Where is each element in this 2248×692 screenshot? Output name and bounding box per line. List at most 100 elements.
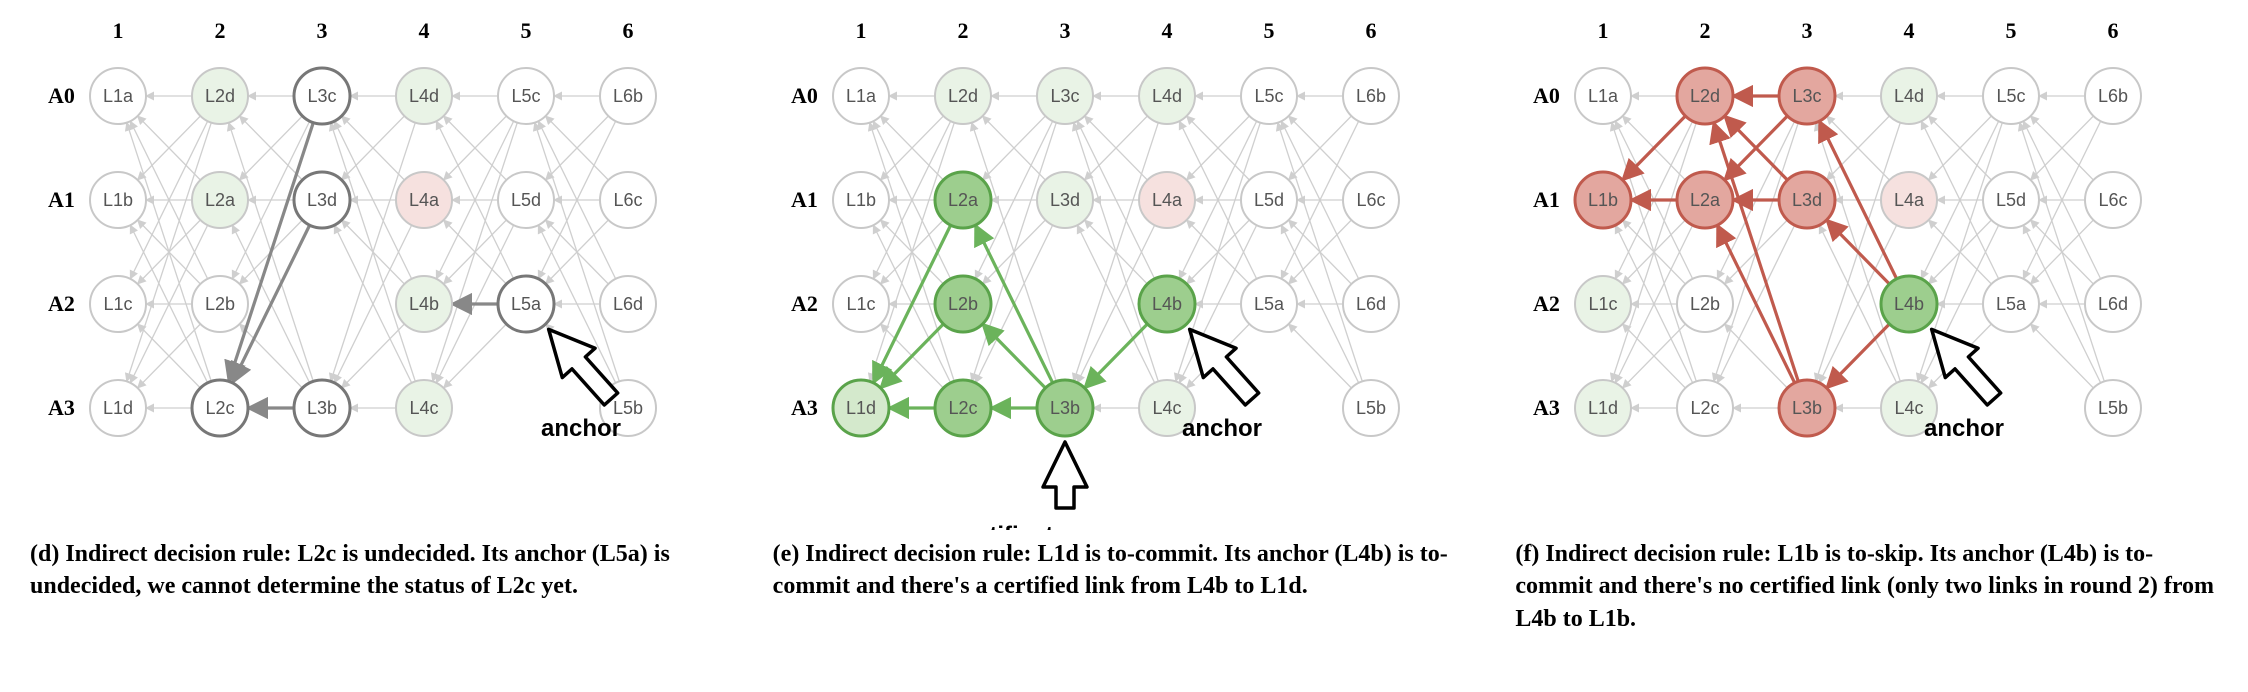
svg-text:5: 5 xyxy=(1263,18,1274,43)
svg-text:L2a: L2a xyxy=(1690,190,1721,210)
svg-text:L2d: L2d xyxy=(205,86,235,106)
svg-text:2: 2 xyxy=(215,18,226,43)
svg-text:L3b: L3b xyxy=(1050,398,1080,418)
svg-text:1: 1 xyxy=(855,18,866,43)
svg-text:L2a: L2a xyxy=(205,190,236,210)
svg-text:A3: A3 xyxy=(48,395,75,420)
svg-text:L4d: L4d xyxy=(409,86,439,106)
svg-text:L6c: L6c xyxy=(2099,190,2128,210)
svg-text:L1d: L1d xyxy=(103,398,133,418)
svg-text:L5c: L5c xyxy=(511,86,540,106)
svg-text:A2: A2 xyxy=(48,291,75,316)
svg-text:certificate: certificate xyxy=(953,522,1066,530)
svg-text:L3c: L3c xyxy=(1793,86,1822,106)
svg-text:L3d: L3d xyxy=(1050,190,1080,210)
svg-text:L5c: L5c xyxy=(1997,86,2026,106)
svg-text:2: 2 xyxy=(1700,18,1711,43)
svg-text:L1b: L1b xyxy=(103,190,133,210)
svg-text:L6d: L6d xyxy=(613,294,643,314)
svg-text:L4a: L4a xyxy=(1894,190,1925,210)
svg-text:5: 5 xyxy=(521,18,532,43)
svg-text:3: 3 xyxy=(1802,18,1813,43)
svg-text:L6b: L6b xyxy=(613,86,643,106)
panel: 123456A0A1A2A3L1aL2dL3cL4dL5cL6bL1bL2aL3… xyxy=(1515,10,2218,682)
panel: 123456A0A1A2A3L1aL2dL3cL4dL5cL6bL1bL2aL3… xyxy=(773,10,1476,682)
svg-text:L2c: L2c xyxy=(1691,398,1720,418)
svg-text:anchor: anchor xyxy=(541,415,621,442)
svg-text:A3: A3 xyxy=(791,395,818,420)
svg-text:A0: A0 xyxy=(1533,83,1560,108)
svg-text:L6b: L6b xyxy=(1356,86,1386,106)
svg-text:6: 6 xyxy=(1365,18,1376,43)
svg-text:L1a: L1a xyxy=(1588,86,1619,106)
svg-text:1: 1 xyxy=(113,18,124,43)
svg-text:L1a: L1a xyxy=(103,86,134,106)
svg-text:3: 3 xyxy=(1059,18,1070,43)
svg-text:L5c: L5c xyxy=(1254,86,1283,106)
svg-text:L2d: L2d xyxy=(1690,86,1720,106)
panel: 1 2 3 4 5 6 A0 A1 A2 A3 L1a L2d L3c L4d L5c L6b L1b L2a L3… xyxy=(30,10,733,682)
svg-text:L4c: L4c xyxy=(1895,398,1924,418)
svg-text:L6d: L6d xyxy=(1356,294,1386,314)
svg-text:L4c: L4c xyxy=(1152,398,1181,418)
svg-text:L3d: L3d xyxy=(1792,190,1822,210)
svg-text:anchor: anchor xyxy=(1182,415,1262,442)
caption: (d) Indirect decision rule: L2c is undec… xyxy=(30,538,733,603)
svg-text:A1: A1 xyxy=(1533,187,1560,212)
svg-text:2: 2 xyxy=(957,18,968,43)
svg-text:4: 4 xyxy=(419,18,430,43)
svg-text:L6b: L6b xyxy=(2098,86,2128,106)
svg-text:L5a: L5a xyxy=(1254,294,1285,314)
svg-text:L4a: L4a xyxy=(409,190,440,210)
svg-text:L5a: L5a xyxy=(1996,294,2027,314)
svg-text:L5b: L5b xyxy=(1356,398,1386,418)
svg-text:L5d: L5d xyxy=(1996,190,2026,210)
caption: (f) Indirect decision rule: L1b is to-sk… xyxy=(1515,538,2218,635)
svg-text:A0: A0 xyxy=(48,83,75,108)
svg-text:L1c: L1c xyxy=(103,294,132,314)
svg-text:L4a: L4a xyxy=(1152,190,1183,210)
svg-text:L1c: L1c xyxy=(846,294,875,314)
svg-text:4: 4 xyxy=(1904,18,1915,43)
svg-text:L1c: L1c xyxy=(1589,294,1618,314)
svg-text:L4b: L4b xyxy=(409,294,439,314)
svg-text:L2c: L2c xyxy=(205,398,234,418)
svg-text:L4b: L4b xyxy=(1894,294,1924,314)
svg-text:4: 4 xyxy=(1161,18,1172,43)
svg-text:L1d: L1d xyxy=(1588,398,1618,418)
svg-text:L3b: L3b xyxy=(307,398,337,418)
svg-text:A1: A1 xyxy=(791,187,818,212)
svg-text:L3b: L3b xyxy=(1792,398,1822,418)
svg-text:L4b: L4b xyxy=(1152,294,1182,314)
svg-text:L2b: L2b xyxy=(948,294,978,314)
svg-text:L6c: L6c xyxy=(1356,190,1385,210)
svg-text:A0: A0 xyxy=(791,83,818,108)
svg-text:L5d: L5d xyxy=(511,190,541,210)
svg-text:A2: A2 xyxy=(791,291,818,316)
svg-text:L2d: L2d xyxy=(948,86,978,106)
caption: (e) Indirect decision rule: L1d is to-co… xyxy=(773,538,1476,603)
svg-text:L2c: L2c xyxy=(948,398,977,418)
svg-text:L1b: L1b xyxy=(1588,190,1618,210)
svg-text:L3d: L3d xyxy=(307,190,337,210)
svg-text:5: 5 xyxy=(2006,18,2017,43)
svg-text:L1a: L1a xyxy=(846,86,877,106)
svg-text:anchor: anchor xyxy=(1924,415,2004,442)
svg-text:L4c: L4c xyxy=(409,398,438,418)
svg-text:L5b: L5b xyxy=(2098,398,2128,418)
svg-text:6: 6 xyxy=(623,18,634,43)
svg-text:L5d: L5d xyxy=(1254,190,1284,210)
svg-text:L4d: L4d xyxy=(1894,86,1924,106)
svg-text:L1b: L1b xyxy=(846,190,876,210)
svg-text:L2b: L2b xyxy=(205,294,235,314)
svg-text:L3c: L3c xyxy=(307,86,336,106)
svg-text:L6c: L6c xyxy=(613,190,642,210)
svg-text:L1d: L1d xyxy=(846,398,876,418)
svg-text:3: 3 xyxy=(317,18,328,43)
svg-text:L2b: L2b xyxy=(1690,294,1720,314)
svg-text:L2a: L2a xyxy=(948,190,979,210)
svg-text:L4d: L4d xyxy=(1152,86,1182,106)
svg-text:A3: A3 xyxy=(1533,395,1560,420)
svg-text:A1: A1 xyxy=(48,187,75,212)
svg-text:L5a: L5a xyxy=(511,294,542,314)
